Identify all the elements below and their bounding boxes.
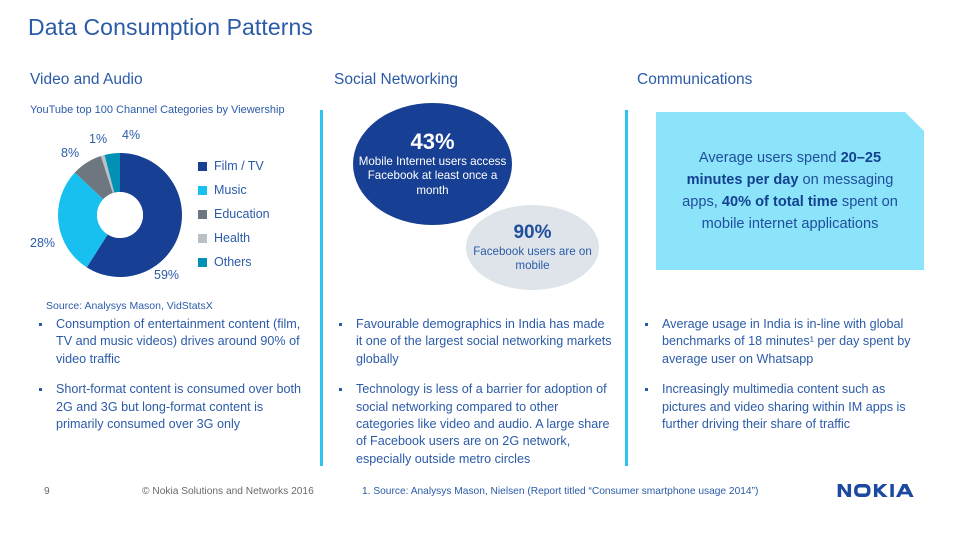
callout-part-3: spent on mobile internet applications	[701, 194, 898, 232]
copyright-notice: © Nokia Solutions and Networks 2016	[142, 486, 314, 497]
legend-swatch-icon	[198, 233, 207, 243]
chart-subtitle: YouTube top 100 Channel Categories by Vi…	[30, 104, 285, 116]
legend-label: Music	[214, 183, 247, 197]
pie-label-others: 4%	[122, 128, 141, 142]
bullet-list-social-networking: Favourable demographics in India has mad…	[332, 316, 612, 468]
column-heading-video-and-audio: Video and Audio	[30, 71, 143, 88]
stat-circle-43-percent: 43% Mobile Internet users access Faceboo…	[353, 103, 512, 225]
donut-hole	[97, 192, 143, 238]
donut-chart: 59% 28% 8% 1% 4% Film / TV Music Education…	[30, 118, 320, 303]
callout-bold-1: 20–25 minutes per day	[686, 150, 882, 188]
legend-label: Education	[214, 207, 270, 221]
nokia-logo	[837, 484, 914, 497]
bullet-marker-icon	[645, 388, 649, 392]
donut-slice-education	[74, 156, 113, 200]
stat-caption: Facebook users are on mobile	[473, 244, 592, 272]
bullet-marker-icon	[39, 388, 43, 392]
bullet-marker-icon	[339, 388, 343, 392]
donut-slice-health	[100, 154, 115, 194]
stat-value: 90%	[513, 221, 552, 243]
donut-slice-music	[58, 172, 108, 268]
bullet-item: Average usage in India is in-line with g…	[638, 316, 928, 368]
bullet-text: Short-format content is consumed over bo…	[56, 382, 302, 432]
bullet-item: Increasingly multimedia content such as …	[638, 381, 928, 433]
legend-swatch-icon	[198, 257, 207, 267]
highlight-callout-box: Average users spend 20–25 minutes per da…	[656, 112, 924, 270]
pie-label-film-tv: 59%	[154, 268, 180, 282]
callout-part-1: Average users spend	[698, 150, 841, 166]
legend-label: Film / TV	[214, 159, 264, 173]
page-number: 9	[44, 486, 50, 497]
donut-slice-film-tv	[86, 153, 182, 277]
bullet-item: Technology is less of a barrier for adop…	[332, 381, 612, 468]
pie-label-education: 8%	[61, 146, 80, 160]
bullet-item: Favourable demographics in India has mad…	[332, 316, 612, 368]
bullet-item: Consumption of entertainment content (fi…	[32, 316, 314, 368]
legend-item: Music	[198, 178, 270, 202]
legend-swatch-icon	[198, 209, 207, 219]
legend-item: Health	[198, 226, 270, 250]
bullet-item: Short-format content is consumed over bo…	[32, 381, 314, 433]
stat-circle-90-percent: 90% Facebook users are on mobile	[466, 205, 599, 290]
footnote-source: 1. Source: Analysys Mason, Nielsen (Repo…	[362, 486, 759, 497]
bullet-marker-icon	[39, 323, 43, 327]
donut-slices	[58, 153, 182, 277]
callout-part-2: on messaging apps,	[682, 172, 894, 210]
donut-chart-svg	[58, 153, 182, 277]
legend-item: Film / TV	[198, 154, 270, 178]
column-divider-2	[625, 110, 628, 466]
column-heading-social-networking: Social Networking	[334, 71, 459, 88]
chart-source-note: Source: Analysys Mason, VidStatsX	[46, 300, 213, 312]
legend-swatch-icon	[198, 185, 207, 195]
callout-text: Average users spend 20–25 minutes per da…	[656, 147, 924, 235]
legend-item: Education	[198, 202, 270, 226]
column-divider-1	[320, 110, 323, 466]
legend-label: Health	[214, 231, 251, 245]
bullet-text: Average usage in India is in-line with g…	[662, 317, 911, 366]
bullet-text: Favourable demographics in India has mad…	[356, 317, 612, 366]
donut-slice-others	[104, 153, 120, 193]
stat-caption: Mobile Internet users access Facebook at…	[358, 154, 507, 197]
pie-label-health: 1%	[89, 132, 108, 146]
bullet-marker-icon	[645, 323, 649, 327]
stat-value: 43%	[410, 128, 455, 154]
bullet-text: Consumption of entertainment content (fi…	[56, 317, 301, 366]
callout-bold-2: 40% of total time	[721, 194, 838, 210]
chart-legend: Film / TV Music Education Health Others	[198, 154, 270, 274]
bullet-list-communications: Average usage in India is in-line with g…	[638, 316, 928, 433]
pie-label-music: 28%	[30, 236, 56, 250]
bullet-marker-icon	[339, 323, 343, 327]
page-title: Data Consumption Patterns	[28, 14, 314, 40]
legend-swatch-icon	[198, 161, 207, 171]
legend-item: Others	[198, 250, 270, 274]
column-heading-communications: Communications	[637, 71, 753, 88]
bullet-list-video-and-audio: Consumption of entertainment content (fi…	[32, 316, 314, 433]
bullet-text: Increasingly multimedia content such as …	[662, 382, 906, 432]
legend-label: Others	[214, 255, 252, 269]
bullet-text: Technology is less of a barrier for adop…	[356, 382, 610, 466]
